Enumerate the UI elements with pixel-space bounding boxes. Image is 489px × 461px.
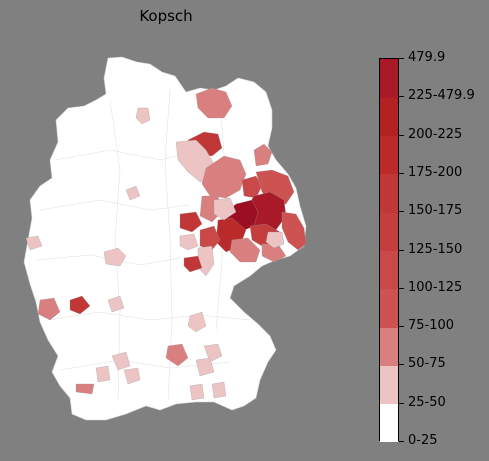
- district-potsdam: [201, 155, 247, 199]
- colorbar-tick: [399, 441, 404, 442]
- district-mainz: [69, 295, 91, 315]
- district-uckermark: [253, 143, 273, 167]
- colorbar-tick: [399, 134, 404, 136]
- district-bamberg: [187, 311, 207, 333]
- district-kassel: [103, 247, 127, 267]
- colorbar-tick-label: 50-75: [408, 356, 446, 372]
- colorbar-segment: [380, 365, 398, 405]
- colorbar-tick-label: 75-100: [408, 318, 455, 334]
- colorbar-tick-label: 150-175: [408, 203, 463, 219]
- colorbar: [379, 58, 399, 443]
- colorbar-segment: [380, 212, 398, 251]
- district-fulda: [107, 295, 125, 313]
- district-mecklenburg-1: [195, 87, 233, 119]
- germany-outline: [23, 56, 307, 421]
- district-landshut: [195, 357, 215, 377]
- colorbar-tick: [399, 402, 404, 404]
- district-hamburg: [135, 107, 151, 125]
- colorbar-tick-label: 25-50: [408, 394, 446, 410]
- colorbar-tick: [399, 249, 404, 251]
- colorbar-segment: [380, 250, 398, 290]
- colorbar-tick: [399, 96, 404, 98]
- colorbar-segment: [380, 135, 398, 175]
- colorbar-tick-label: 0-25: [408, 433, 438, 448]
- district-ulm: [123, 367, 141, 385]
- district-regensburg: [203, 343, 223, 363]
- district-trier: [37, 297, 61, 321]
- colorbar-tick: [399, 326, 404, 328]
- colorbar-segment: [380, 327, 398, 366]
- colorbar-segment: [380, 288, 398, 328]
- colorbar-tick: [399, 364, 404, 366]
- district-kempten: [189, 383, 205, 401]
- district-burgenland: [179, 233, 199, 251]
- district-stuttgart: [111, 351, 131, 371]
- district-fills: [25, 87, 307, 401]
- district-oberspreewald: [265, 231, 285, 249]
- colorbar-tick-label: 200-225: [408, 126, 463, 142]
- colorbar-segment: [380, 97, 398, 137]
- district-leipzig: [199, 225, 221, 251]
- colorbar-segment: [380, 59, 398, 98]
- district-weimar: [183, 255, 203, 273]
- district-meissen: [229, 237, 261, 263]
- district-rosenheim: [211, 381, 227, 399]
- colorbar-segment: [380, 403, 398, 443]
- district-goerlitz: [281, 211, 307, 251]
- colorbar-tick-label: 479.9: [408, 50, 446, 65]
- colorbar-tick-label: 100-125: [408, 279, 463, 295]
- district-teltow: [241, 175, 263, 199]
- district-anhalt: [213, 197, 237, 221]
- district-osnabrueck: [125, 185, 141, 201]
- district-nuernberg: [165, 343, 189, 367]
- colorbar-tick-label: 225-479.9: [408, 88, 475, 104]
- colorbar-tick-label: 175-200: [408, 164, 463, 180]
- colorbar-tick: [399, 172, 404, 174]
- colorbar-tick-label: 125-150: [408, 241, 463, 257]
- district-kleve: [25, 235, 43, 251]
- colorbar-tick: [399, 58, 404, 59]
- colorbar-segment: [380, 173, 398, 213]
- colorbar-tick: [399, 211, 404, 213]
- district-loerrach: [75, 383, 95, 395]
- district-harz: [179, 211, 203, 233]
- map-title: Kopsch: [139, 7, 193, 25]
- colorbar-tick: [399, 287, 404, 289]
- district-freiburg: [95, 365, 111, 383]
